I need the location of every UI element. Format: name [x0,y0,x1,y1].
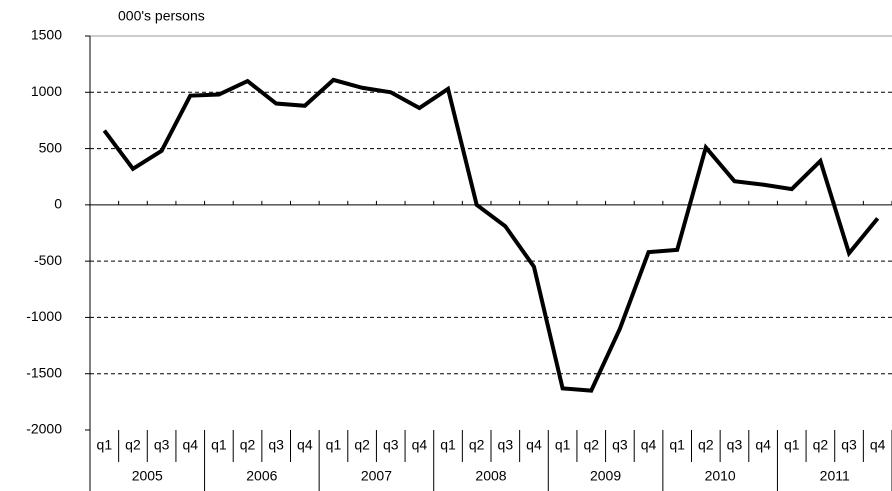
y-axis-label: 000's persons [118,8,205,24]
x-tick-label: q1 [97,437,113,453]
y-tick-label: 500 [39,139,63,155]
x-tick-label: q3 [612,437,628,453]
y-tick-label: 1500 [31,27,62,43]
y-tick-label: 1000 [31,83,62,99]
x-tick-label: q3 [727,437,743,453]
x-tick-label: q3 [383,437,399,453]
x-tick-label: q3 [841,437,857,453]
year-label: 2009 [590,468,621,484]
y-tick-label: -500 [34,252,62,268]
x-tick-label: q4 [755,437,771,453]
x-tick-label: q4 [297,437,313,453]
x-tick-label: q4 [870,437,886,453]
x-tick-label: q1 [669,437,685,453]
x-tick-label: q4 [526,437,542,453]
x-tick-label: q3 [154,437,170,453]
y-tick-label: 0 [54,196,62,212]
x-tick-label: q2 [125,437,141,453]
year-label: 2008 [475,468,506,484]
x-tick-label: q2 [469,437,485,453]
y-tick-label: -2000 [26,421,62,437]
y-tick-label: -1500 [26,364,62,380]
x-tick-label: q4 [412,437,428,453]
x-tick-label: q1 [211,437,227,453]
x-tick-label: q3 [268,437,284,453]
x-tick-label: q4 [182,437,198,453]
x-tick-label: q1 [326,437,342,453]
year-label: 2011 [820,468,850,484]
x-tick-label: q1 [440,437,456,453]
x-tick-label: q1 [555,437,571,453]
data-line [102,77,880,393]
x-tick-label: q2 [813,437,829,453]
x-tick-label: q2 [583,437,599,453]
x-tick-label: q4 [641,437,657,453]
x-tick-label: q2 [698,437,714,453]
year-label: 2007 [361,468,392,484]
x-tick-label: q2 [240,437,256,453]
year-label: 2005 [132,468,163,484]
y-tick-label: -1000 [26,308,62,324]
x-tick-label: q1 [784,437,800,453]
year-label: 2010 [705,468,736,484]
year-label: 2006 [246,468,277,484]
x-tick-label: q2 [354,437,370,453]
x-tick-label: q3 [498,437,514,453]
